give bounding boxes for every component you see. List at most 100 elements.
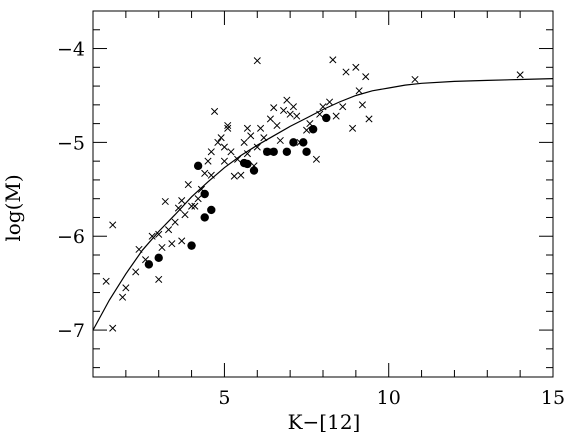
cross-point	[342, 68, 350, 76]
x-axis-title: K−[12]	[288, 410, 361, 434]
y-tick-label: −6	[57, 226, 85, 248]
cross-point	[316, 110, 324, 118]
circle-point	[193, 161, 203, 171]
cross-point	[280, 106, 288, 115]
cross-point	[349, 124, 357, 132]
cross-point	[332, 112, 340, 120]
circle-point	[249, 166, 259, 175]
cross-point	[240, 138, 248, 146]
circle-point	[282, 147, 292, 156]
cross-point	[122, 284, 130, 292]
cross-point	[230, 172, 238, 180]
axis-ticks	[92, 10, 554, 377]
circle-point	[322, 113, 331, 123]
cross-point	[211, 107, 219, 115]
tick-labels: 5 10 15 −7 −6 −5 −4	[57, 39, 565, 409]
cross-point	[253, 143, 261, 151]
cross-point	[178, 237, 186, 245]
cross-point	[234, 155, 242, 163]
cross-point	[355, 87, 363, 95]
cross-point	[214, 138, 222, 146]
cross-point	[184, 181, 192, 189]
cross-point	[220, 143, 228, 151]
cross-point	[319, 103, 327, 111]
circle-series	[144, 113, 331, 269]
fit-curve	[92, 78, 554, 331]
cross-point	[243, 150, 251, 158]
cross-point	[102, 277, 110, 285]
cross-point	[283, 96, 291, 104]
circle-point	[187, 241, 196, 250]
y-tick-label: −5	[57, 132, 85, 154]
cross-point	[266, 115, 274, 123]
cross-point	[247, 132, 255, 140]
cross-point	[286, 110, 294, 118]
cross-point	[155, 230, 163, 238]
cross-point	[289, 103, 297, 111]
cross-series	[102, 56, 524, 332]
cross-point	[227, 148, 235, 156]
cross-point	[260, 134, 268, 142]
cross-point	[224, 121, 232, 130]
cross-point	[171, 218, 179, 226]
cross-point	[168, 240, 176, 248]
circle-point	[243, 159, 252, 169]
cross-point	[276, 136, 284, 145]
circle-point	[200, 189, 209, 199]
circle-point	[207, 205, 216, 215]
cross-point	[165, 226, 173, 234]
x-tick-label: 5	[218, 387, 230, 409]
cross-point	[201, 169, 209, 177]
cross-point	[270, 104, 278, 112]
cross-point	[132, 268, 140, 276]
cross-point	[237, 171, 245, 179]
cross-point	[312, 155, 320, 163]
cross-point	[257, 124, 265, 132]
cross-point	[253, 57, 261, 65]
cross-point	[358, 101, 366, 109]
cross-point	[188, 202, 196, 210]
cross-point	[224, 124, 232, 132]
cross-point	[109, 221, 117, 229]
circle-point	[299, 138, 308, 147]
cross-point	[204, 157, 212, 165]
circle-point	[289, 138, 298, 147]
circle-point	[269, 147, 278, 156]
plot-area	[92, 10, 554, 378]
circle-point	[144, 260, 154, 269]
circle-point	[308, 125, 318, 134]
cross-point	[365, 115, 373, 123]
x-tick-label: 10	[377, 387, 401, 409]
cross-point	[148, 232, 156, 240]
cross-point	[352, 63, 360, 71]
cross-point	[273, 121, 281, 130]
circle-point	[154, 253, 163, 263]
circle-point	[302, 147, 311, 156]
cross-point	[516, 71, 524, 79]
cross-point	[155, 275, 163, 283]
cross-point	[158, 243, 166, 252]
cross-point	[135, 245, 143, 253]
cross-point	[119, 293, 127, 301]
cross-point	[109, 324, 117, 332]
cross-point	[303, 126, 311, 134]
cross-point	[220, 157, 228, 165]
y-axis-title: log(M)	[1, 174, 25, 241]
cross-point	[178, 197, 186, 205]
cross-point	[207, 171, 215, 179]
y-tick-label: −7	[57, 320, 85, 342]
cross-point	[194, 195, 202, 203]
cross-point	[191, 202, 199, 210]
cross-point	[174, 204, 182, 212]
cross-point	[161, 197, 169, 206]
circle-point	[200, 213, 209, 222]
plot-frame	[92, 10, 554, 378]
y-tick-label: −4	[57, 39, 85, 61]
cross-point	[329, 56, 337, 64]
circle-point	[262, 147, 272, 156]
cross-point	[411, 75, 419, 84]
cross-point	[207, 148, 215, 156]
cross-point	[339, 103, 347, 111]
x-tick-label: 15	[541, 387, 565, 409]
